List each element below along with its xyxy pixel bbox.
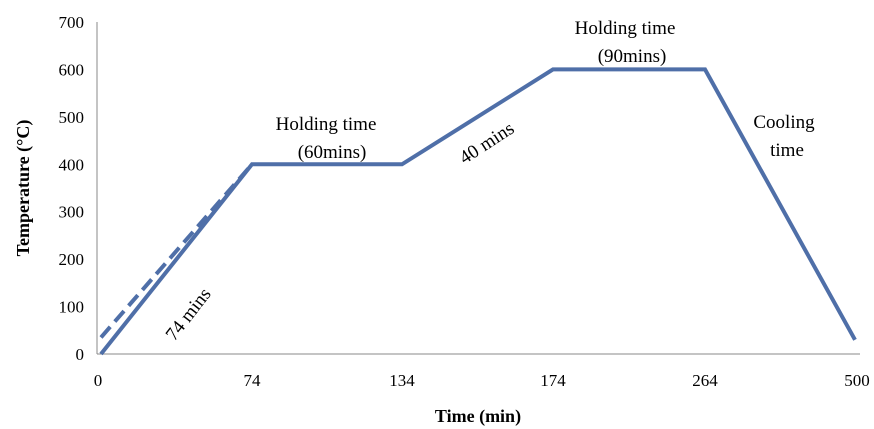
annotation-90mins: (90mins): [598, 46, 667, 67]
annotations: 74 mins Holding time (60mins) 40 mins Ho…: [162, 18, 815, 345]
x-tick-label: 0: [94, 371, 103, 390]
y-tick-label: 0: [76, 345, 85, 364]
annotation-cooling: Cooling: [753, 112, 815, 133]
annotation-74-mins: 74 mins: [162, 284, 216, 345]
annotation-holding-time-1: Holding time: [276, 114, 377, 135]
y-tick-label: 400: [59, 155, 85, 174]
y-tick-labels: 0 100 200 300 400 500 600 700: [59, 13, 85, 364]
x-tick-label: 74: [244, 371, 262, 390]
y-tick-label: 600: [59, 60, 85, 79]
x-tick-label: 134: [389, 371, 415, 390]
y-tick-label: 300: [59, 203, 85, 222]
y-tick-label: 500: [59, 108, 85, 127]
x-tick-label: 500: [844, 371, 870, 390]
annotation-time: time: [770, 140, 804, 161]
y-tick-label: 200: [59, 250, 85, 269]
y-tick-label: 700: [59, 13, 85, 32]
x-axis-title: Time (min): [435, 406, 521, 427]
dashed-heating-line: [99, 162, 254, 339]
x-tick-label: 264: [692, 371, 718, 390]
x-tick-labels: 0 74 134 174 264 500: [94, 371, 870, 390]
y-axis-title: Temperature (°C): [13, 120, 34, 257]
temperature-profile-line: [99, 67, 857, 356]
y-tick-label: 100: [59, 298, 85, 317]
annotation-60mins: (60mins): [298, 142, 367, 163]
annotation-holding-time-2: Holding time: [575, 18, 676, 39]
x-tick-label: 174: [540, 371, 566, 390]
series-layer: [99, 67, 857, 356]
